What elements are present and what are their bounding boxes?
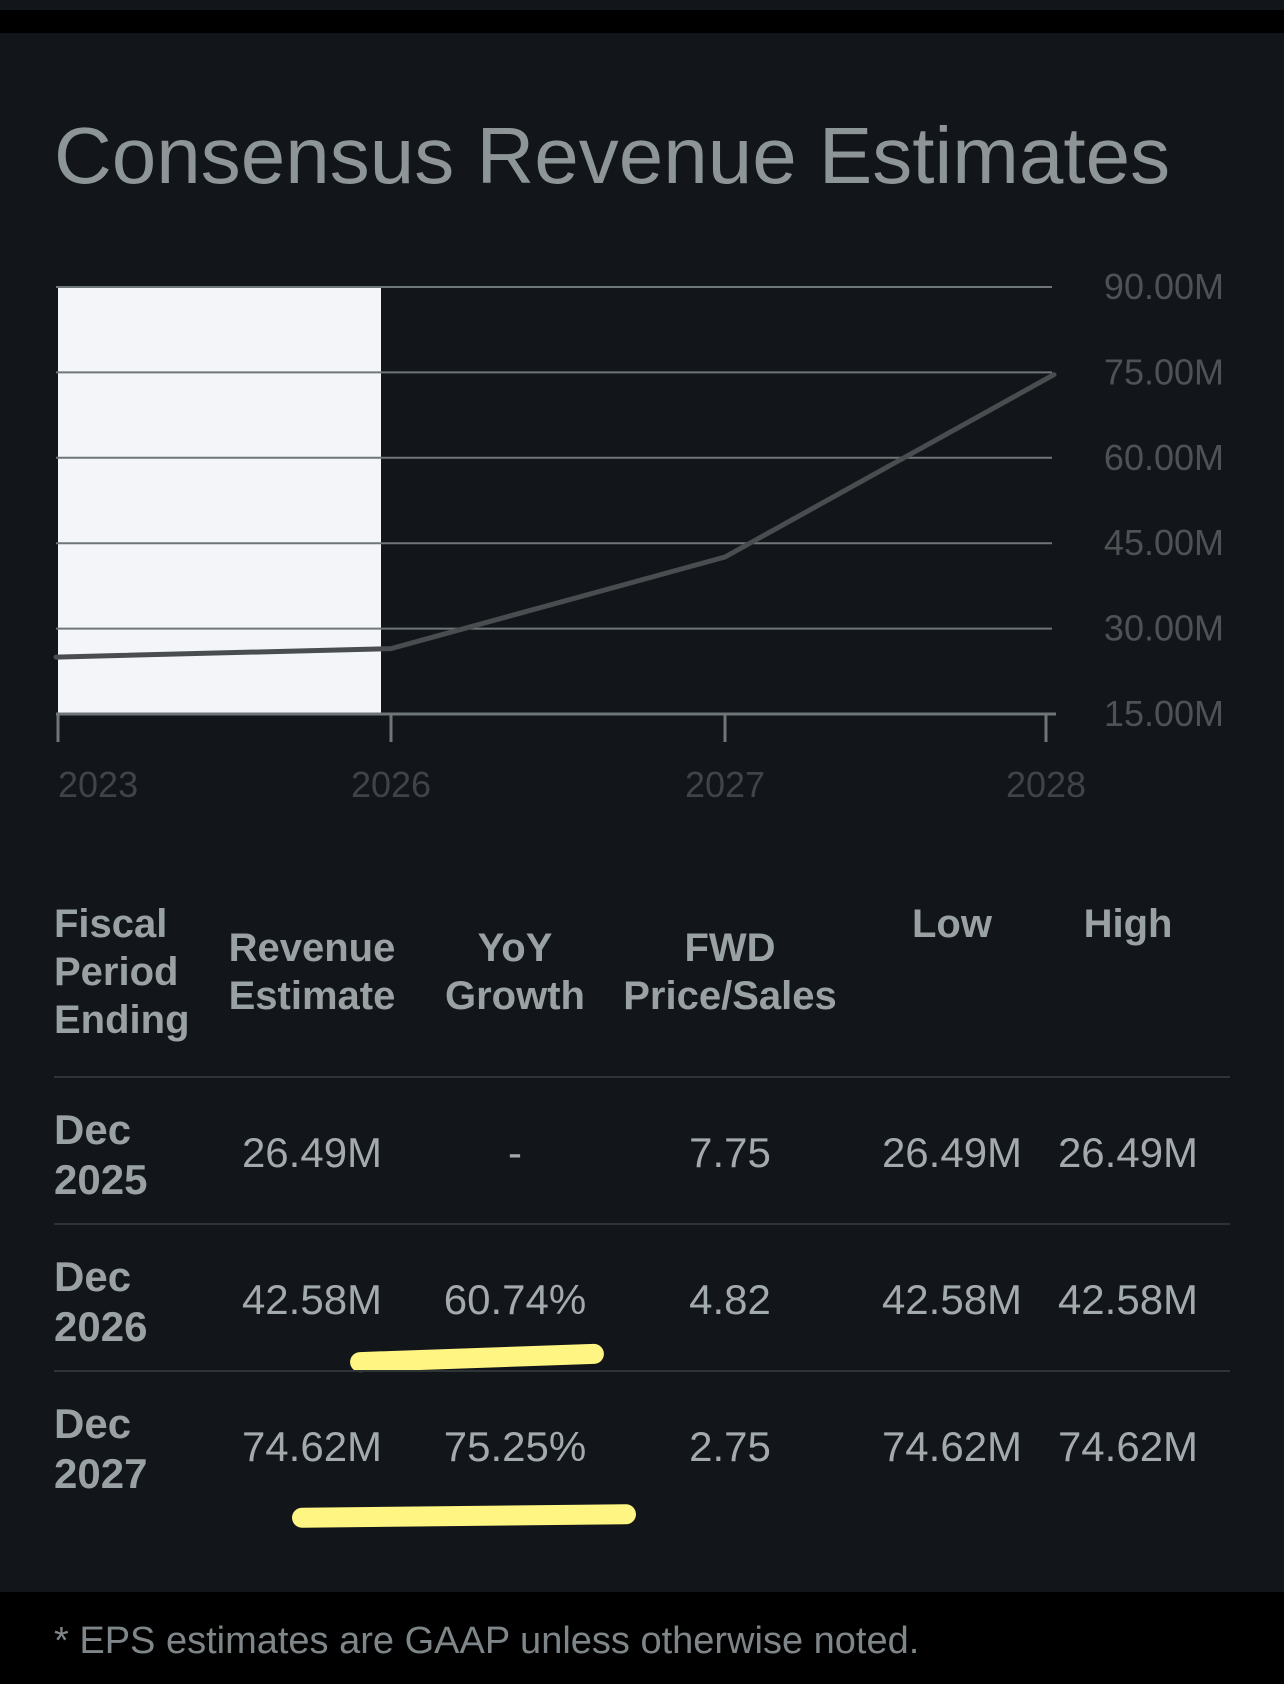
x-tick-label: 2027 [685,764,765,805]
row-revenue-estimate: 26.49M [241,1129,383,1176]
row-yoy-growth: - [508,1129,522,1176]
row-low: 26.49M [881,1129,1023,1176]
footnote: * EPS estimates are GAAP unless otherwis… [54,1620,920,1662]
row-low: 42.58M [881,1276,1023,1323]
y-tick-label: 75.00M [1104,351,1224,392]
row-high: 26.49M [1057,1129,1199,1176]
row-divider [54,1076,1230,1078]
row-divider [54,1370,1230,1372]
y-tick-label: 90.00M [1104,266,1224,307]
row-fwd-price-sales: 4.82 [689,1276,771,1323]
y-tick-label: 60.00M [1104,437,1224,478]
row-fwd-price-sales: 2.75 [689,1423,771,1470]
x-tick-label: 2028 [1006,764,1086,805]
row-period: Dec 2025 [54,1106,148,1203]
revenue-series-line [53,372,1057,660]
row-revenue-estimate: 42.58M [241,1276,383,1323]
row-yoy-growth: 60.74% [443,1276,587,1323]
revenue-chart: 90.00M 75.00M 60.00M 45.00M 30.00M 15.00M 202… [53,266,1224,805]
header-revenue-estimate: Revenue Estimate [228,926,396,1018]
row-period: Dec 2027 [54,1400,148,1497]
row-period: Dec 2026 [54,1253,148,1350]
row-fwd-price-sales: 7.75 [689,1129,771,1176]
y-tick-label: 45.00M [1104,522,1224,563]
shaded-region [58,287,381,714]
y-tick-label: 30.00M [1104,608,1224,649]
row-divider [54,1223,1230,1225]
row-revenue-estimate: 74.62M [241,1423,383,1470]
row-low: 74.62M [881,1423,1023,1470]
x-tick-label: 2023 [58,764,138,805]
header-fiscal-period: Fiscal Period Ending [54,902,190,1042]
footer [0,1592,1284,1684]
top-strip [0,0,1284,10]
y-tick-label: 15.00M [1104,693,1224,734]
header-fwd-price-sales: FWD Price/Sales [623,926,837,1018]
header-yoy-growth: YoY Growth [445,926,585,1018]
highlight-mark [291,1504,637,1528]
page-title: Consensus Revenue Estimates [54,111,1171,200]
row-high: 74.62M [1057,1423,1199,1470]
row-yoy-growth: 75.25% [443,1423,587,1470]
x-tick-label: 2026 [351,764,431,805]
header-low: Low [912,902,992,946]
row-high: 42.58M [1057,1276,1199,1323]
header-high: High [1083,902,1173,946]
